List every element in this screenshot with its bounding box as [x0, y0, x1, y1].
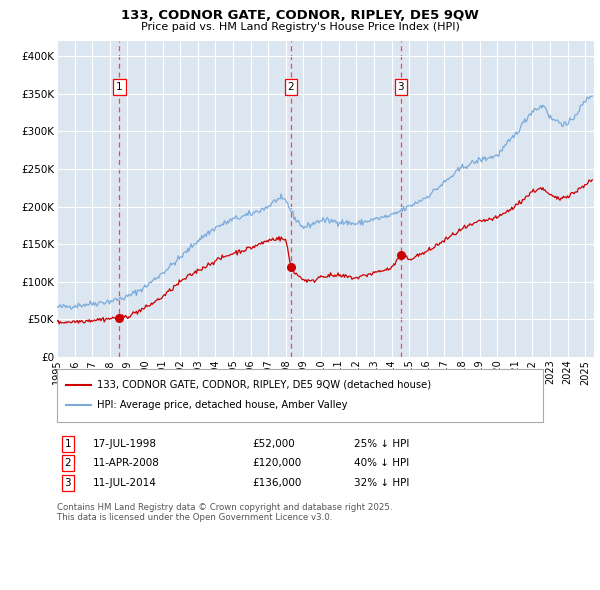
- Text: 2: 2: [287, 82, 294, 92]
- Text: 133, CODNOR GATE, CODNOR, RIPLEY, DE5 9QW: 133, CODNOR GATE, CODNOR, RIPLEY, DE5 9Q…: [121, 9, 479, 22]
- Text: 11-JUL-2014: 11-JUL-2014: [93, 478, 157, 487]
- Text: HPI: Average price, detached house, Amber Valley: HPI: Average price, detached house, Ambe…: [97, 400, 348, 410]
- Text: £120,000: £120,000: [252, 458, 301, 468]
- Text: 40% ↓ HPI: 40% ↓ HPI: [354, 458, 409, 468]
- Text: 2: 2: [64, 458, 71, 468]
- Text: 25% ↓ HPI: 25% ↓ HPI: [354, 439, 409, 448]
- Text: 3: 3: [398, 82, 404, 92]
- Text: 1: 1: [116, 82, 122, 92]
- Text: 133, CODNOR GATE, CODNOR, RIPLEY, DE5 9QW (detached house): 133, CODNOR GATE, CODNOR, RIPLEY, DE5 9Q…: [97, 380, 431, 389]
- Text: 11-APR-2008: 11-APR-2008: [93, 458, 160, 468]
- Text: £136,000: £136,000: [252, 478, 301, 487]
- Text: Contains HM Land Registry data © Crown copyright and database right 2025.
This d: Contains HM Land Registry data © Crown c…: [57, 503, 392, 522]
- Text: £52,000: £52,000: [252, 439, 295, 448]
- Text: 17-JUL-1998: 17-JUL-1998: [93, 439, 157, 448]
- Text: 32% ↓ HPI: 32% ↓ HPI: [354, 478, 409, 487]
- Text: 3: 3: [64, 478, 71, 487]
- Text: 1: 1: [64, 439, 71, 448]
- Text: Price paid vs. HM Land Registry's House Price Index (HPI): Price paid vs. HM Land Registry's House …: [140, 22, 460, 32]
